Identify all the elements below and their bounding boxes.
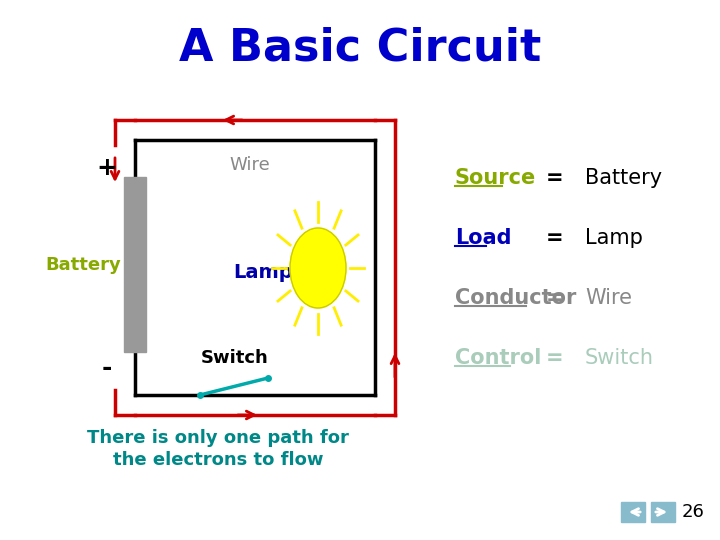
- Text: the electrons to flow: the electrons to flow: [113, 451, 323, 469]
- Text: =: =: [546, 168, 564, 188]
- Text: =: =: [546, 228, 564, 248]
- FancyBboxPatch shape: [651, 502, 675, 522]
- Text: -: -: [102, 356, 112, 380]
- Bar: [124, 177, 146, 352]
- Text: +: +: [96, 156, 117, 180]
- Text: A Basic Circuit: A Basic Circuit: [179, 26, 541, 70]
- Text: Load: Load: [455, 228, 511, 248]
- Text: Battery: Battery: [585, 168, 662, 188]
- Ellipse shape: [290, 228, 346, 308]
- Text: Lamp: Lamp: [233, 264, 293, 282]
- Text: 26: 26: [682, 503, 705, 521]
- Text: =: =: [546, 348, 564, 368]
- Text: Source: Source: [455, 168, 536, 188]
- Text: Wire: Wire: [230, 156, 271, 174]
- Text: Control: Control: [455, 348, 541, 368]
- Text: Battery: Battery: [45, 256, 121, 274]
- Text: Switch: Switch: [585, 348, 654, 368]
- Text: There is only one path for: There is only one path for: [87, 429, 349, 447]
- Text: Conductor: Conductor: [455, 288, 577, 308]
- Text: Wire: Wire: [585, 288, 632, 308]
- Text: Switch: Switch: [201, 349, 269, 367]
- Text: =: =: [546, 288, 564, 308]
- Text: Lamp: Lamp: [585, 228, 643, 248]
- FancyBboxPatch shape: [621, 502, 645, 522]
